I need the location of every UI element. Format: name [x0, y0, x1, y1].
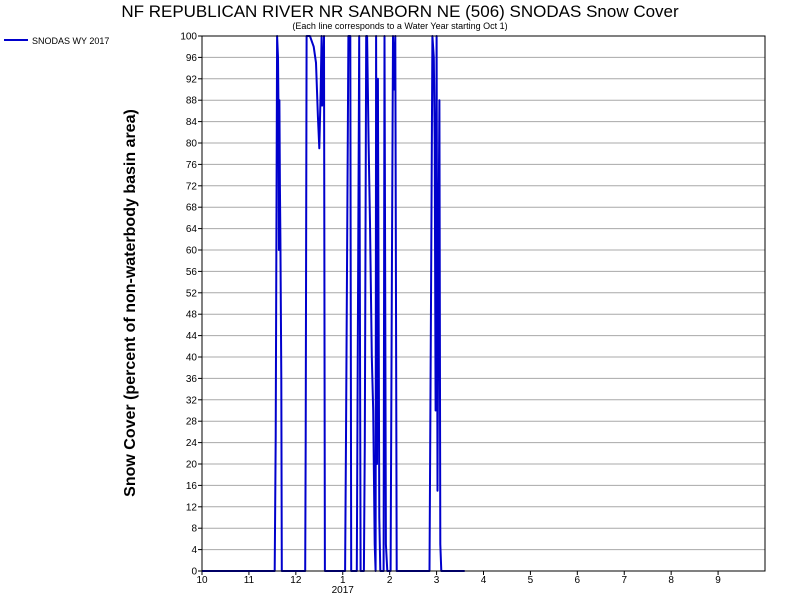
y-tick-label: 16: [186, 481, 198, 492]
legend: SNODAS WY 2017: [4, 36, 109, 46]
y-tick-label: 80: [186, 139, 198, 150]
y-tick-label: 56: [186, 267, 198, 278]
legend-label: SNODAS WY 2017: [32, 36, 109, 46]
chart-title: NF REPUBLICAN RIVER NR SANBORN NE (506) …: [121, 2, 679, 21]
y-tick-label: 60: [186, 246, 198, 257]
y-tick-label: 24: [186, 438, 198, 449]
y-tick-label: 96: [186, 53, 198, 64]
y-tick-label: 28: [186, 417, 198, 428]
y-tick-label: 72: [186, 181, 198, 192]
y-tick-label: 0: [191, 567, 197, 578]
y-tick-label: 48: [186, 310, 198, 321]
y-tick-label: 52: [186, 288, 198, 299]
x-tick-label: 6: [575, 575, 581, 586]
x-tick-label: 2: [387, 575, 393, 586]
chart-subtitle: (Each line corresponds to a Water Year s…: [292, 21, 507, 31]
y-tick-label: 92: [186, 74, 198, 85]
y-tick-label: 12: [186, 502, 198, 513]
y-tick-label: 32: [186, 395, 198, 406]
y-tick-label: 8: [191, 524, 197, 535]
y-tick-label: 100: [180, 32, 197, 43]
y-axis-label: Snow Cover (percent of non-waterbody bas…: [122, 109, 139, 497]
y-tick-label: 44: [186, 331, 198, 342]
y-tick-label: 64: [186, 224, 198, 235]
grid: [202, 56, 765, 551]
y-tick-label: 84: [186, 117, 198, 128]
y-tick-label: 40: [186, 353, 198, 364]
x-tick-label: 9: [715, 575, 721, 586]
y-ticks: 0481216202428323640444852566064687276808…: [180, 32, 202, 578]
x-tick-label: 3: [434, 575, 440, 586]
y-tick-label: 76: [186, 160, 198, 171]
x-year-label: 2017: [332, 585, 355, 596]
y-tick-label: 20: [186, 460, 198, 471]
y-tick-label: 36: [186, 374, 198, 385]
y-tick-label: 4: [191, 545, 197, 556]
x-tick-label: 1: [340, 575, 346, 586]
x-tick-label: 8: [668, 575, 674, 586]
x-tick-label: 4: [481, 575, 487, 586]
x-tick-label: 12: [290, 575, 302, 586]
x-tick-label: 11: [244, 575, 255, 586]
y-tick-label: 68: [186, 203, 198, 214]
plot-frame: [201, 35, 766, 572]
x-tick-label: 5: [528, 575, 534, 586]
plot-area: [202, 36, 765, 571]
x-tick-label: 10: [196, 575, 208, 586]
y-tick-label: 88: [186, 96, 198, 107]
x-tick-label: 7: [621, 575, 627, 586]
